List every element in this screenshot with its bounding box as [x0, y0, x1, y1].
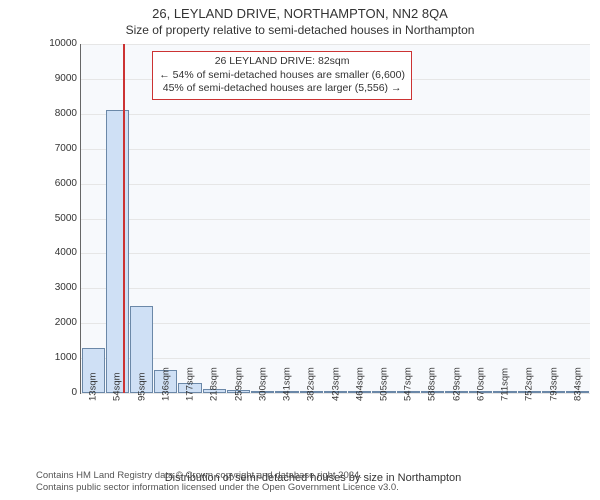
y-tick-label: 9000: [55, 74, 81, 84]
x-tick-label: 218sqm: [209, 367, 220, 401]
y-tick-label: 4000: [55, 248, 81, 258]
annotation-line3: 45% of semi-detached houses are larger (…: [159, 82, 405, 96]
x-tick-label: 341sqm: [282, 367, 293, 401]
y-tick-label: 2000: [55, 318, 81, 328]
x-tick-label: 752sqm: [524, 367, 535, 401]
x-tick-label: 13sqm: [88, 372, 99, 401]
y-tick-label: 3000: [55, 283, 81, 293]
credits: Contains HM Land Registry data © Crown c…: [36, 470, 590, 494]
y-tick-label: 6000: [55, 179, 81, 189]
y-tick-label: 8000: [55, 109, 81, 119]
credits-line1: Contains HM Land Registry data © Crown c…: [36, 470, 590, 482]
histogram-bar: [106, 110, 129, 393]
y-tick-label: 7000: [55, 144, 81, 154]
x-tick-label: 95sqm: [136, 372, 147, 401]
x-tick-label: 136sqm: [160, 367, 171, 401]
annotation-box: 26 LEYLAND DRIVE: 82sqm ← 54% of semi-de…: [152, 51, 412, 100]
y-tick-label: 10000: [49, 39, 81, 49]
x-tick-label: 834sqm: [572, 367, 583, 401]
x-tick-label: 464sqm: [354, 367, 365, 401]
x-tick-label: 259sqm: [233, 367, 244, 401]
x-tick-label: 547sqm: [403, 367, 414, 401]
chart-area: Number of semi-detached properties 26 LE…: [36, 44, 590, 430]
annotation-line1: 26 LEYLAND DRIVE: 82sqm: [159, 55, 405, 69]
x-tick-label: 670sqm: [475, 367, 486, 401]
reference-line: [123, 44, 125, 393]
x-tick-label: 423sqm: [330, 367, 341, 401]
x-tick-label: 300sqm: [257, 367, 268, 401]
x-tick-label: 588sqm: [427, 367, 438, 401]
x-tick-label: 505sqm: [378, 367, 389, 401]
x-tick-label: 793sqm: [548, 367, 559, 401]
x-tick-label: 177sqm: [185, 367, 196, 401]
page-subtitle: Size of property relative to semi-detach…: [0, 21, 600, 37]
annotation-line2: ← 54% of semi-detached houses are smalle…: [159, 69, 405, 83]
y-tick-label: 5000: [55, 214, 81, 224]
x-tick-label: 711sqm: [500, 368, 511, 401]
x-tick-label: 629sqm: [451, 367, 462, 401]
plot-region: 26 LEYLAND DRIVE: 82sqm ← 54% of semi-de…: [80, 44, 590, 394]
page-title: 26, LEYLAND DRIVE, NORTHAMPTON, NN2 8QA: [0, 0, 600, 21]
y-tick-label: 1000: [55, 353, 81, 363]
x-tick-label: 382sqm: [306, 367, 317, 401]
credits-line2: Contains public sector information licen…: [36, 482, 590, 494]
y-tick-label: 0: [71, 388, 81, 398]
x-tick-label: 54sqm: [112, 372, 123, 401]
